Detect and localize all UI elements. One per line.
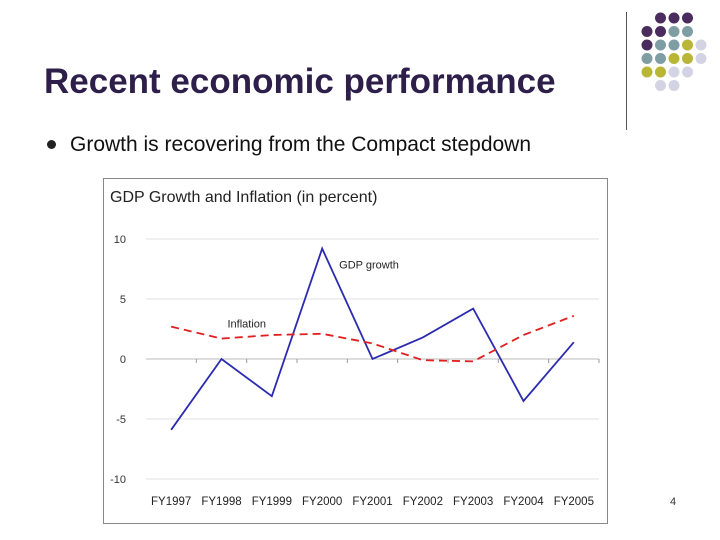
decor-dot	[682, 66, 693, 78]
series-line-gdp-growth	[170, 246, 575, 431]
y-tick-label: -5	[116, 414, 126, 426]
x-tick-label: FY2004	[503, 496, 544, 508]
y-tick-label: 10	[114, 234, 126, 246]
decor-dot	[641, 53, 653, 64]
decorative-dot-grid	[641, 12, 707, 91]
x-tick-label: FY2005	[554, 496, 594, 508]
decor-dot	[695, 53, 707, 64]
decor-dot	[641, 26, 653, 37]
page-title: Recent economic performance	[44, 62, 556, 101]
x-tick-label: FY1999	[252, 496, 292, 508]
chart-title: GDP Growth and Inflation (in percent)	[110, 189, 378, 206]
decor-dot	[641, 39, 653, 51]
decor-dot	[655, 26, 666, 37]
decor-dot	[695, 39, 707, 51]
decor-dot	[655, 53, 666, 64]
y-tick-label: 0	[120, 354, 126, 366]
page-number: 4	[670, 496, 677, 508]
decor-dot	[668, 12, 680, 24]
divider-line	[626, 12, 627, 130]
decor-dot	[668, 39, 680, 51]
decor-dot	[655, 66, 666, 78]
bullet-icon	[47, 140, 56, 149]
x-tick-label: FY2001	[352, 496, 392, 508]
decor-dot	[682, 12, 693, 24]
series-label: GDP growth	[339, 260, 399, 272]
series-label: Inflation	[228, 319, 267, 331]
decor-dot	[655, 80, 666, 91]
x-tick-label: FY1998	[201, 496, 241, 508]
decor-dot	[641, 66, 653, 78]
x-tick-label: FY1997	[151, 496, 191, 508]
decor-dot	[668, 53, 680, 64]
line-chart: 10 5 0 -5 -10 FY1997 FY1998 FY1999 FY2000 FY2001 F…	[110, 234, 600, 508]
decor-dot	[668, 26, 680, 37]
decor-dot	[668, 66, 680, 78]
y-tick-label: -10	[110, 474, 126, 486]
y-tick-label: 5	[120, 294, 126, 306]
x-tick-label: FY2003	[453, 496, 493, 508]
bullet-text: Growth is recovering from the Compact st…	[70, 133, 532, 156]
decor-dot	[682, 39, 693, 51]
decor-dot	[682, 53, 693, 64]
series-line-inflation	[170, 314, 575, 363]
chart-frame: GDP Growth and Inflation (in percent) 10…	[103, 178, 608, 524]
decor-dot	[655, 12, 666, 24]
x-tick-label: FY2002	[403, 496, 443, 508]
decor-dot	[668, 80, 680, 91]
decor-dot	[682, 26, 693, 37]
decor-dot	[655, 39, 666, 51]
x-tick-label: FY2000	[302, 496, 342, 508]
